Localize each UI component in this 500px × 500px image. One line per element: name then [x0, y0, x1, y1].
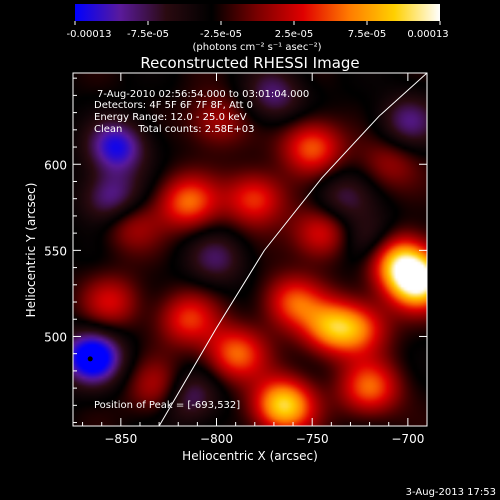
x-tick-label: −850 — [104, 432, 137, 446]
y-axis: 500 550 600 — [44, 77, 427, 424]
colorbar — [75, 4, 440, 21]
x-tick-label: −750 — [296, 432, 329, 446]
y-tick-label: 500 — [44, 330, 67, 344]
y-axis-label: Heliocentric Y (arcsec) — [24, 183, 38, 318]
colorbar-unit-label: (photons cm⁻² s⁻¹ asec⁻²) — [192, 42, 321, 53]
colorbar-tick-label: 7.5e-05 — [348, 29, 386, 40]
colorbar-tick-label: -7.5e-05 — [127, 29, 169, 40]
heatmap-image — [73, 73, 427, 426]
colorbar-ticks: -0.00013 -7.5e-05 -2.5e-05 2.5e-05 7.5e-05 0.… — [67, 21, 449, 40]
plot-frame — [72, 72, 428, 427]
info-line-detectors: Detectors: 4F 5F 6F 7F 8F, Att 0 — [94, 100, 253, 111]
y-tick-label: 600 — [44, 158, 67, 172]
info-line-energy: Energy Range: 12.0 - 25.0 keV — [94, 112, 247, 123]
x-axis-label: Heliocentric X (arcsec) — [182, 449, 318, 463]
peak-marker — [87, 356, 93, 362]
x-tick-label: −700 — [391, 432, 424, 446]
x-axis: −850 −800 −750 −700 — [82, 73, 428, 446]
colorbar-tick-label: -2.5e-05 — [200, 29, 242, 40]
colorbar-tick-label: 2.5e-05 — [275, 29, 313, 40]
y-tick-label: 550 — [44, 244, 67, 258]
colorbar-tick-label: 0.00013 — [407, 29, 448, 40]
colorbar-tick-label: -0.00013 — [67, 29, 112, 40]
solar-limb-line — [158, 73, 427, 426]
info-line-time: 7-Aug-2010 02:56:54.000 to 03:01:04.000 — [97, 89, 309, 100]
plot-date: 3-Aug-2013 17:53 — [406, 487, 496, 498]
x-tick-label: −800 — [200, 432, 233, 446]
chart-title: Reconstructed RHESSI Image — [140, 54, 359, 72]
peak-position-label: Position of Peak = [-693,532] — [94, 400, 240, 411]
info-line-counts: Clean Total counts: 2.58E+03 — [94, 124, 254, 135]
